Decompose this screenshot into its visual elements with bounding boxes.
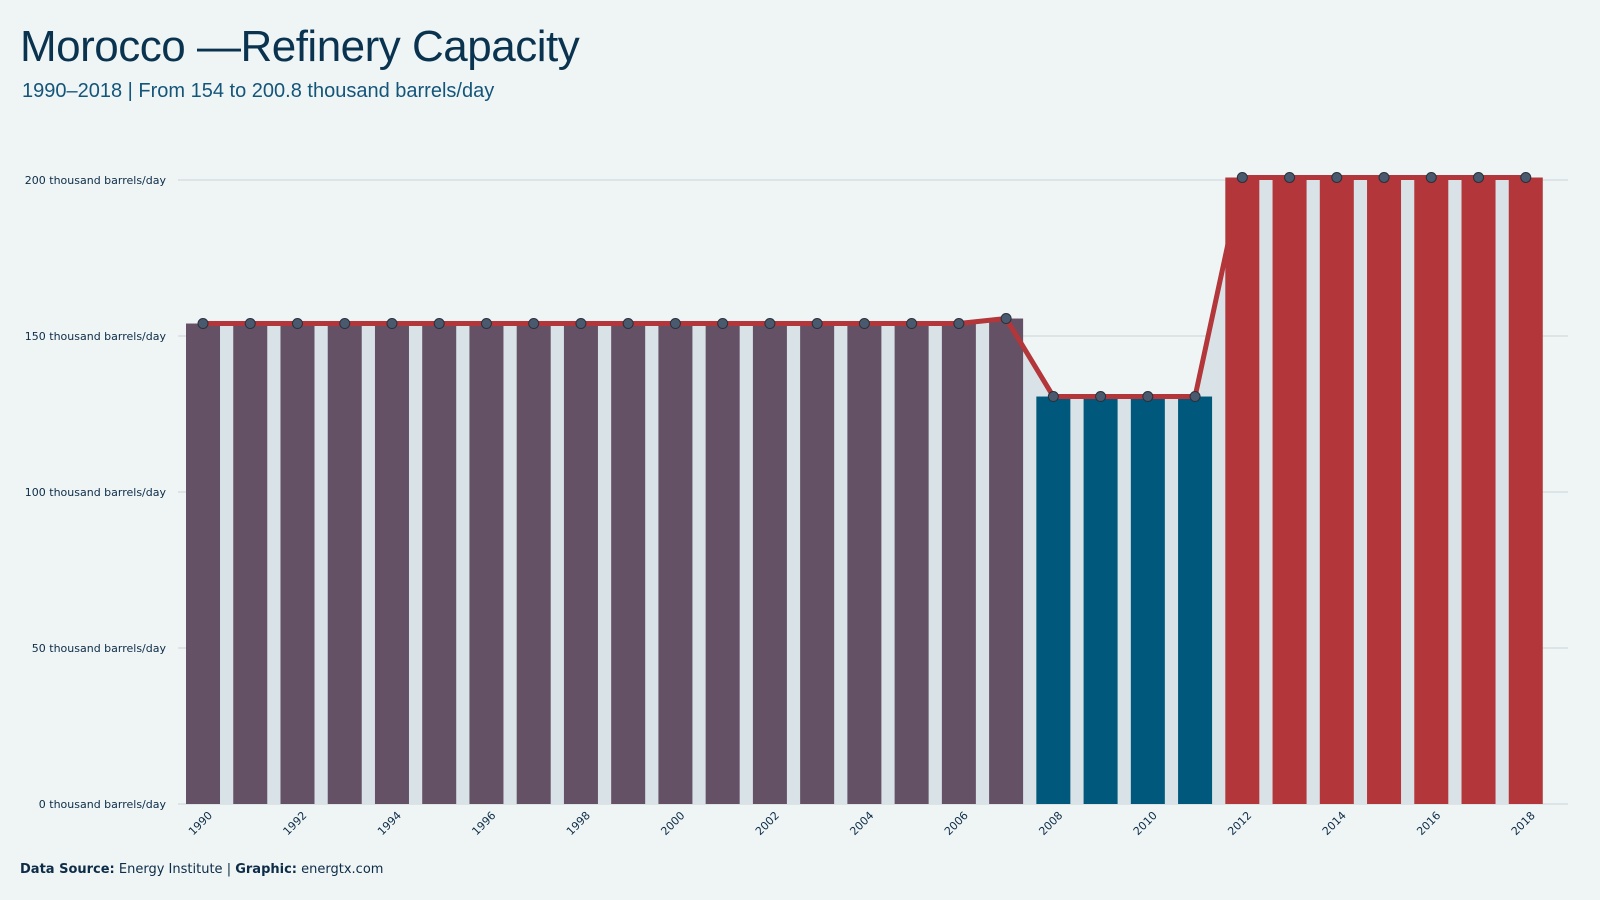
bar [941,323,976,804]
bar [1178,396,1213,804]
bar [1130,396,1165,804]
data-point [197,318,209,330]
x-tick-label: 2018 [1509,809,1538,838]
data-point [1331,172,1343,184]
graphic-label: Graphic: [235,862,297,877]
bar [1272,177,1307,804]
bar [1414,177,1449,804]
x-tick-label: 2008 [1036,809,1065,838]
data-point [291,318,303,330]
data-point [1047,391,1059,403]
x-tick-label: 2014 [1320,809,1349,838]
bar [186,323,221,804]
y-tick-label: 150 thousand barrels/day [25,330,167,343]
source-label: Data Source: [20,862,115,877]
bar [705,323,740,804]
bar [611,323,646,804]
bar [516,323,551,804]
x-tick-label: 2000 [658,809,687,838]
bar [233,323,268,804]
data-point [339,318,351,330]
x-tick-label: 2010 [1131,809,1160,838]
data-point [528,318,540,330]
graphic-value: energtx.com [301,862,384,877]
x-tick-label: 2004 [847,809,876,838]
data-point [669,318,681,330]
y-tick-label: 50 thousand barrels/day [32,642,167,655]
data-point [717,318,729,330]
bar [327,323,362,804]
bar [1508,177,1543,804]
data-point [1095,391,1107,403]
x-tick-label: 2002 [753,809,782,838]
data-point [1473,172,1485,184]
bar [374,323,409,804]
x-tick-label: 2016 [1414,809,1443,838]
data-point [1236,172,1248,184]
bar [989,318,1024,804]
data-point [386,318,398,330]
data-point [1000,313,1012,325]
bar [1319,177,1354,804]
x-tick-label: 2006 [942,809,971,838]
bar [469,323,504,804]
bar [1036,396,1071,804]
data-point [906,318,918,330]
chart-subtitle: 1990–2018 | From 154 to 200.8 thousand b… [22,80,495,102]
data-point [575,318,587,330]
data-point [480,318,492,330]
bar [847,323,882,804]
source-value: Energy Institute [118,862,223,877]
x-tick-label: 2012 [1225,809,1254,838]
bar [563,323,598,804]
bar [658,323,693,804]
x-axis-ticks: 1990 1992 1994 1996 1998 2000 2002 2004 2006 2008… [186,809,1538,838]
x-tick-label: 1992 [281,809,310,838]
data-point [433,318,445,330]
data-point [244,318,256,330]
bar [1461,177,1496,804]
chart-title: Morocco —Refinery Capacity [20,22,580,71]
data-point [1189,391,1201,403]
markers [197,172,1532,403]
bar [1083,396,1118,804]
data-point [622,318,634,330]
data-point [858,318,870,330]
x-tick-label: 1990 [186,809,215,838]
bar [280,323,315,804]
bar [800,323,835,804]
footer-separator: | [226,862,232,877]
bar [1225,177,1260,804]
data-point [1142,391,1154,403]
bar [422,323,457,804]
bar [894,323,929,804]
data-point [811,318,823,330]
bar [1367,177,1402,804]
data-point [1284,172,1296,184]
x-tick-label: 1994 [375,809,404,838]
data-point [764,318,776,330]
bars [186,177,1543,804]
data-point [1378,172,1390,184]
bar [752,323,787,804]
data-point [1425,172,1437,184]
data-point [1520,172,1532,184]
footer: Data Source: Energy Institute | Graphic:… [20,862,383,877]
x-tick-label: 1998 [564,809,593,838]
y-tick-label: 0 thousand barrels/day [39,798,167,811]
y-tick-label: 100 thousand barrels/day [25,486,167,499]
data-point [953,318,965,330]
x-tick-label: 1996 [469,809,498,838]
y-tick-label: 200 thousand barrels/day [25,174,167,187]
y-axis-ticks: 0 thousand barrels/day 50 thousand barrel… [25,174,167,811]
